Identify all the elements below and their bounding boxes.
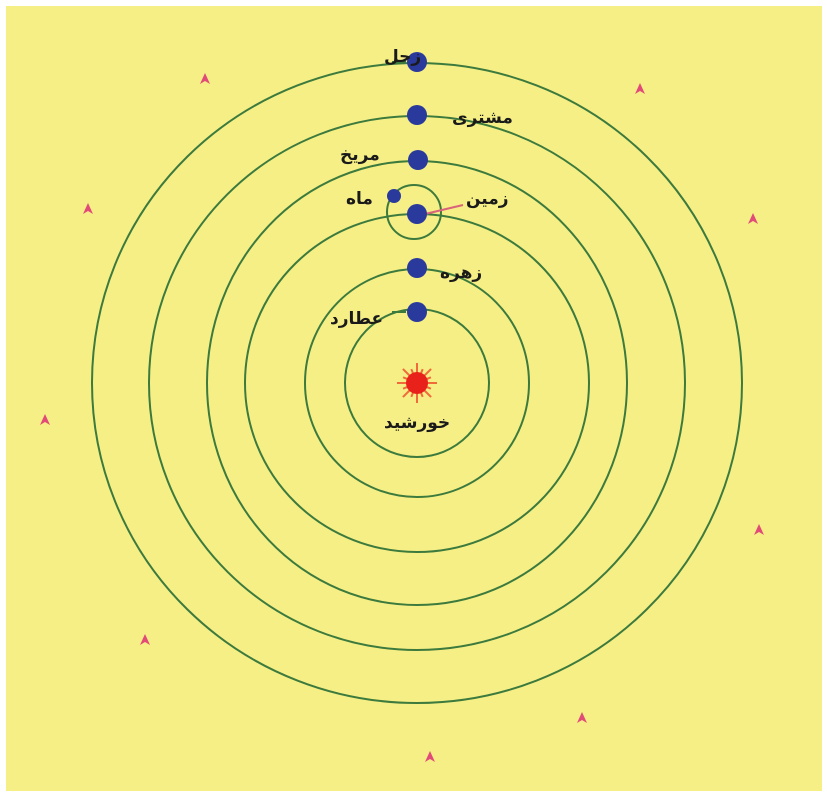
label-earth: زمین bbox=[466, 189, 509, 209]
planet-mercury bbox=[407, 302, 427, 322]
earth-pointer-line bbox=[424, 204, 464, 215]
labels-group: زحل مشتری مریخ ماه زمین زهره عطارد خورشی… bbox=[330, 47, 513, 433]
planet-venus bbox=[407, 258, 427, 278]
moon-dot bbox=[387, 189, 401, 203]
sun-core bbox=[406, 372, 428, 394]
planet-jupiter bbox=[407, 105, 427, 125]
label-moon: ماه bbox=[346, 189, 373, 209]
star-icon bbox=[748, 213, 758, 224]
label-sun: خورشید bbox=[384, 413, 450, 433]
sun-icon bbox=[397, 363, 437, 403]
star-icon bbox=[425, 751, 435, 762]
planet-earth bbox=[407, 204, 427, 224]
star-icon bbox=[83, 203, 93, 214]
label-mercury: عطارد bbox=[330, 309, 383, 329]
star-icon bbox=[140, 634, 150, 645]
orbit-moon bbox=[386, 184, 442, 240]
planets-group bbox=[387, 52, 428, 322]
label-mars: مریخ bbox=[340, 145, 380, 165]
planet-ticks-group bbox=[392, 61, 406, 313]
label-saturn: زحل bbox=[384, 47, 421, 67]
planet-mars bbox=[408, 150, 428, 170]
star-icon bbox=[40, 414, 50, 425]
diagram-background bbox=[6, 6, 822, 791]
star-icon bbox=[635, 83, 645, 94]
label-jupiter: مشتری bbox=[452, 108, 513, 128]
star-icon bbox=[200, 73, 210, 84]
star-icon bbox=[754, 524, 764, 535]
label-venus: زهره bbox=[440, 263, 482, 283]
stars-group bbox=[40, 73, 764, 762]
planet-saturn bbox=[407, 52, 427, 72]
star-icon bbox=[577, 712, 587, 723]
